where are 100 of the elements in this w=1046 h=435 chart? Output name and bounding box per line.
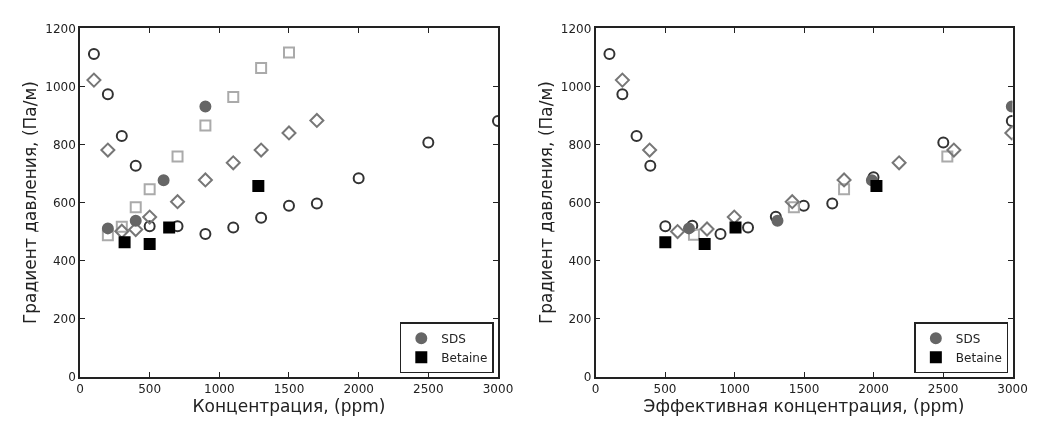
point	[784, 194, 800, 210]
point	[836, 172, 852, 188]
point	[891, 155, 907, 171]
point	[114, 223, 130, 239]
y-tick-label: 200	[52, 311, 76, 326]
y-tick-label: 800	[568, 137, 592, 152]
point	[163, 221, 176, 234]
y-tick-label: 1200	[45, 21, 76, 36]
x-tick-label: 500	[653, 381, 677, 396]
y-tick-label: 400	[52, 253, 76, 268]
point	[100, 142, 116, 158]
point	[255, 61, 268, 74]
y-tick-label: 200	[568, 311, 592, 326]
point	[129, 201, 142, 214]
x-axis-title: Концентрация, (ppm)	[192, 395, 386, 416]
x-tick-label: 500	[138, 381, 162, 396]
y-tick-label: 400	[568, 253, 592, 268]
point	[714, 227, 727, 240]
point	[937, 136, 950, 149]
point	[157, 174, 170, 187]
point	[616, 88, 629, 101]
point	[644, 159, 657, 172]
point	[143, 220, 156, 233]
point	[101, 222, 114, 235]
point	[171, 150, 184, 163]
x-tick-label: 2000	[343, 381, 374, 396]
point	[252, 180, 265, 193]
point	[101, 229, 114, 242]
legend-label: SDS	[441, 331, 466, 346]
point	[729, 221, 742, 234]
point	[742, 221, 755, 234]
point	[870, 180, 883, 193]
point	[310, 197, 323, 210]
point	[797, 199, 810, 212]
x-axis-title: Эффективная концентрация, (ppm)	[643, 395, 965, 416]
x-tick-label: 2500	[413, 381, 444, 396]
point	[771, 214, 784, 227]
point	[659, 236, 672, 249]
x-tick-label: 1000	[204, 381, 235, 396]
point	[282, 199, 295, 212]
y-tick-label: 600	[568, 195, 592, 210]
point	[659, 220, 672, 233]
point	[686, 219, 699, 232]
point	[281, 125, 297, 141]
point	[197, 172, 213, 188]
point	[630, 130, 643, 143]
point	[282, 46, 295, 59]
point	[225, 155, 241, 171]
point	[143, 238, 156, 251]
point	[86, 72, 102, 88]
point	[309, 112, 325, 128]
point	[699, 221, 715, 237]
point	[101, 88, 114, 101]
point	[838, 183, 851, 196]
point	[143, 183, 156, 196]
point	[946, 142, 962, 158]
y-tick-label: 1200	[560, 21, 592, 36]
point	[142, 209, 158, 225]
y-tick-label: 0	[68, 369, 76, 384]
y-tick-label: 800	[52, 137, 76, 152]
x-tick-label: 1000	[719, 381, 750, 396]
point	[603, 48, 616, 60]
point	[118, 236, 131, 249]
point	[227, 90, 240, 103]
x-tick-label: 3000	[482, 381, 514, 396]
point	[115, 220, 128, 233]
point	[253, 142, 269, 158]
point	[698, 238, 711, 251]
x-tick-label: 2500	[927, 381, 959, 396]
point	[769, 210, 782, 223]
x-tick-label: 2000	[858, 381, 889, 396]
y-axis-title: Градиент давления, (Па/м)	[535, 81, 556, 325]
point	[199, 100, 212, 113]
y-tick-label: 1000	[560, 79, 592, 94]
point	[170, 194, 186, 210]
point	[255, 211, 268, 224]
legend-label: Betaine	[441, 350, 488, 365]
y-tick-label: 600	[52, 195, 76, 210]
point	[129, 214, 142, 227]
point	[642, 142, 658, 158]
point	[682, 222, 695, 235]
y-tick-label: 1000	[45, 79, 76, 94]
point	[670, 224, 686, 240]
point	[352, 172, 365, 185]
point	[129, 159, 142, 172]
point	[199, 119, 212, 132]
x-tick-label: 3000	[997, 381, 1028, 396]
point	[115, 130, 128, 143]
point	[199, 227, 212, 240]
point	[422, 136, 435, 149]
point	[826, 197, 839, 210]
point	[941, 150, 954, 163]
y-tick-label: 0	[583, 369, 592, 384]
x-tick-label: 1500	[788, 381, 820, 396]
point	[614, 72, 630, 88]
point	[227, 221, 240, 234]
y-axis-title: Градиент давления, (Па/м)	[20, 81, 41, 325]
point	[787, 201, 800, 214]
point	[687, 228, 700, 241]
point	[87, 48, 100, 60]
